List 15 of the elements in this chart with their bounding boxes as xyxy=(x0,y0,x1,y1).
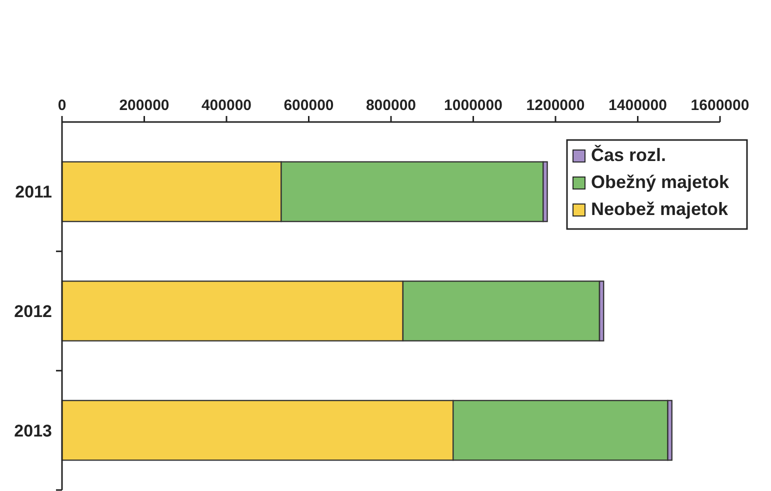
x-tick-label: 800000 xyxy=(366,97,416,114)
y-tick-label: 2011 xyxy=(15,182,52,202)
x-tick-label: 600000 xyxy=(284,97,334,114)
x-tick-label: 1400000 xyxy=(608,97,667,114)
legend-label: Neobež majetok xyxy=(591,199,730,219)
y-tick-label: 2012 xyxy=(14,302,52,321)
x-tick-label: 400000 xyxy=(201,97,252,114)
y-tick-label: 2013 xyxy=(14,421,52,440)
legend-label: Obežný majetok xyxy=(591,172,730,192)
x-tick-label: 1600000 xyxy=(690,97,750,114)
legend-label: Čas rozl. xyxy=(591,144,666,165)
x-tick-label: 0 xyxy=(58,97,66,114)
x-tick-label: 1200000 xyxy=(526,97,585,114)
x-tick-label: 1000000 xyxy=(444,97,502,114)
x-tick-label: 200000 xyxy=(119,97,170,114)
